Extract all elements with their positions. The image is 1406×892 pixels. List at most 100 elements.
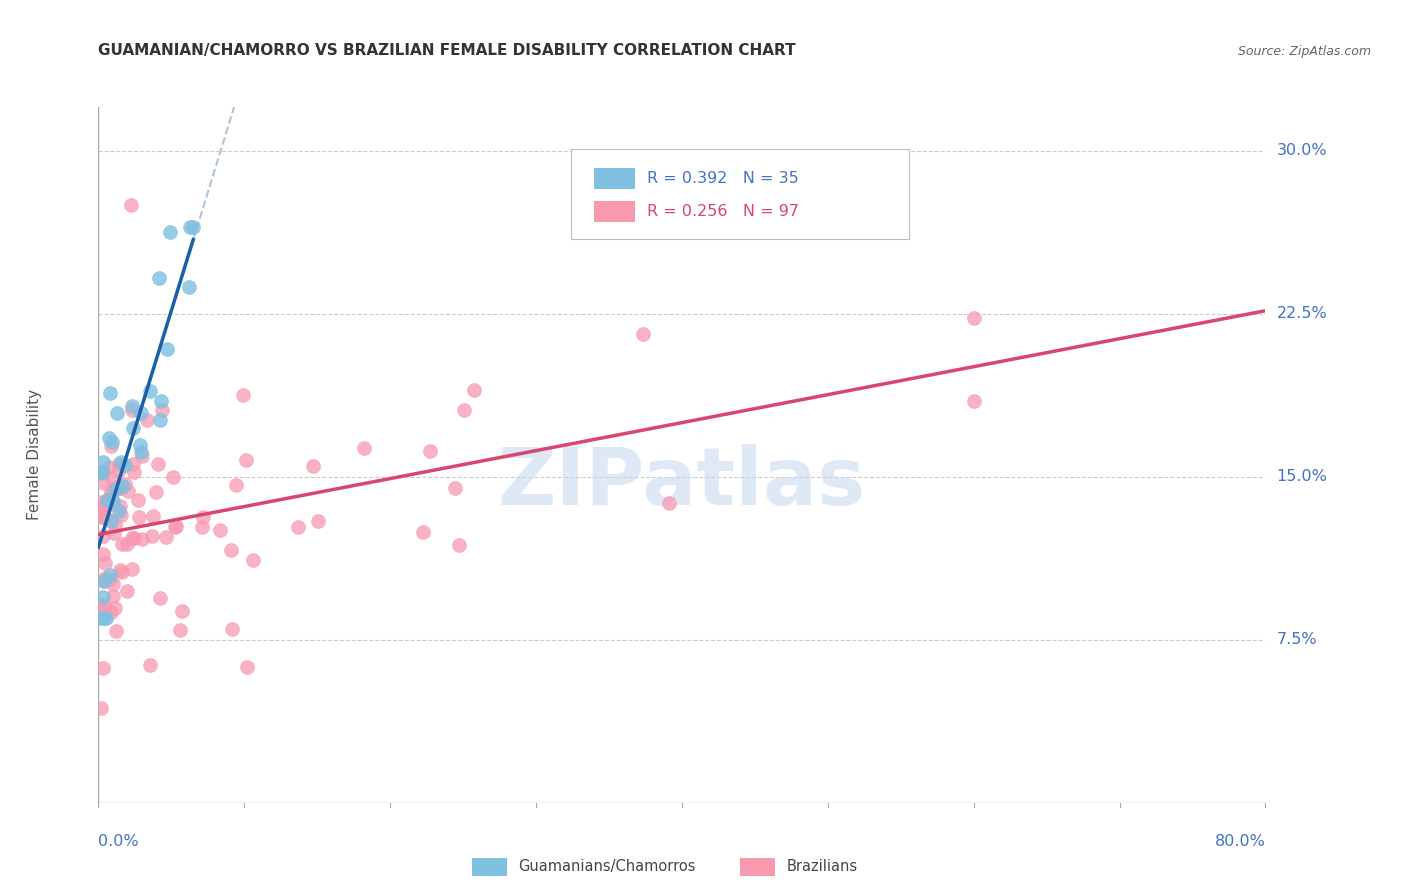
Point xyxy=(145,485,167,500)
Point xyxy=(91,547,114,561)
Point xyxy=(103,589,125,603)
Point xyxy=(94,611,117,625)
Point xyxy=(104,480,127,494)
Point xyxy=(108,500,131,514)
Point xyxy=(447,538,470,552)
Point xyxy=(90,701,112,715)
Point xyxy=(146,457,169,471)
Point xyxy=(89,467,111,481)
Bar xyxy=(595,169,636,189)
Point xyxy=(93,574,115,588)
Text: 7.5%: 7.5% xyxy=(1277,632,1317,648)
Point xyxy=(135,413,157,427)
Point xyxy=(235,453,257,467)
Point xyxy=(104,482,127,496)
Point xyxy=(131,532,153,546)
Point xyxy=(110,508,132,523)
Point xyxy=(122,531,145,545)
Point xyxy=(98,568,121,582)
Point xyxy=(444,481,467,495)
Point xyxy=(117,584,139,599)
Point xyxy=(89,597,111,611)
Point xyxy=(163,520,186,534)
Point xyxy=(101,577,124,591)
Point xyxy=(141,529,163,543)
Point xyxy=(121,561,143,575)
Point xyxy=(165,519,187,533)
Text: Source: ZipAtlas.com: Source: ZipAtlas.com xyxy=(1237,45,1371,58)
Point xyxy=(232,388,254,402)
Point xyxy=(121,458,143,472)
Point xyxy=(112,479,135,493)
Point xyxy=(108,458,131,472)
Point xyxy=(93,571,115,585)
Point xyxy=(150,394,173,409)
Point xyxy=(121,399,143,413)
Point xyxy=(128,510,150,524)
Bar xyxy=(741,858,775,876)
Point xyxy=(179,280,201,294)
Point xyxy=(93,611,115,625)
Point xyxy=(209,523,232,537)
Point xyxy=(101,472,124,486)
Point xyxy=(91,466,114,480)
Point xyxy=(103,483,125,498)
Point xyxy=(658,496,681,510)
Point xyxy=(100,514,122,528)
Point xyxy=(453,402,475,417)
Point xyxy=(301,458,323,473)
Point xyxy=(115,537,138,551)
Bar xyxy=(472,858,506,876)
Point xyxy=(419,444,441,458)
Point xyxy=(287,520,309,534)
Point xyxy=(131,450,153,464)
Point xyxy=(108,563,131,577)
Point xyxy=(162,469,184,483)
Point xyxy=(97,492,120,507)
Point xyxy=(353,441,375,455)
Point xyxy=(107,406,129,420)
Point xyxy=(93,556,115,570)
Point xyxy=(105,624,128,638)
Point xyxy=(412,524,434,539)
Point xyxy=(172,603,194,617)
Point xyxy=(111,565,134,579)
Point xyxy=(155,530,177,544)
Point xyxy=(631,326,654,341)
Point xyxy=(111,537,134,551)
Text: Brazilians: Brazilians xyxy=(787,859,858,874)
Point xyxy=(90,505,112,519)
Text: R = 0.256   N = 97: R = 0.256 N = 97 xyxy=(647,204,799,219)
Point xyxy=(120,198,142,212)
Point xyxy=(129,438,152,452)
Point xyxy=(114,477,136,491)
Point xyxy=(104,601,127,615)
Point xyxy=(94,510,117,524)
Point xyxy=(138,384,160,398)
Point xyxy=(463,384,485,398)
Text: 0.0%: 0.0% xyxy=(98,834,139,849)
Point xyxy=(127,493,149,508)
Point xyxy=(110,481,132,495)
Point xyxy=(142,508,165,523)
Point xyxy=(91,661,114,675)
Point xyxy=(122,465,145,479)
Text: Female Disability: Female Disability xyxy=(27,389,42,521)
Point xyxy=(114,458,136,472)
Point xyxy=(962,311,984,326)
Point xyxy=(91,494,114,508)
Point xyxy=(94,495,117,509)
Point xyxy=(91,529,114,543)
Point xyxy=(149,412,172,426)
Point xyxy=(149,591,172,606)
Point xyxy=(100,483,122,498)
Point xyxy=(98,385,121,400)
Point xyxy=(225,478,247,492)
Point xyxy=(129,406,152,420)
Text: 22.5%: 22.5% xyxy=(1277,306,1327,321)
Point xyxy=(308,514,330,528)
Point xyxy=(139,657,162,672)
Point xyxy=(179,219,201,234)
Point xyxy=(97,431,120,445)
Text: 15.0%: 15.0% xyxy=(1277,469,1327,484)
